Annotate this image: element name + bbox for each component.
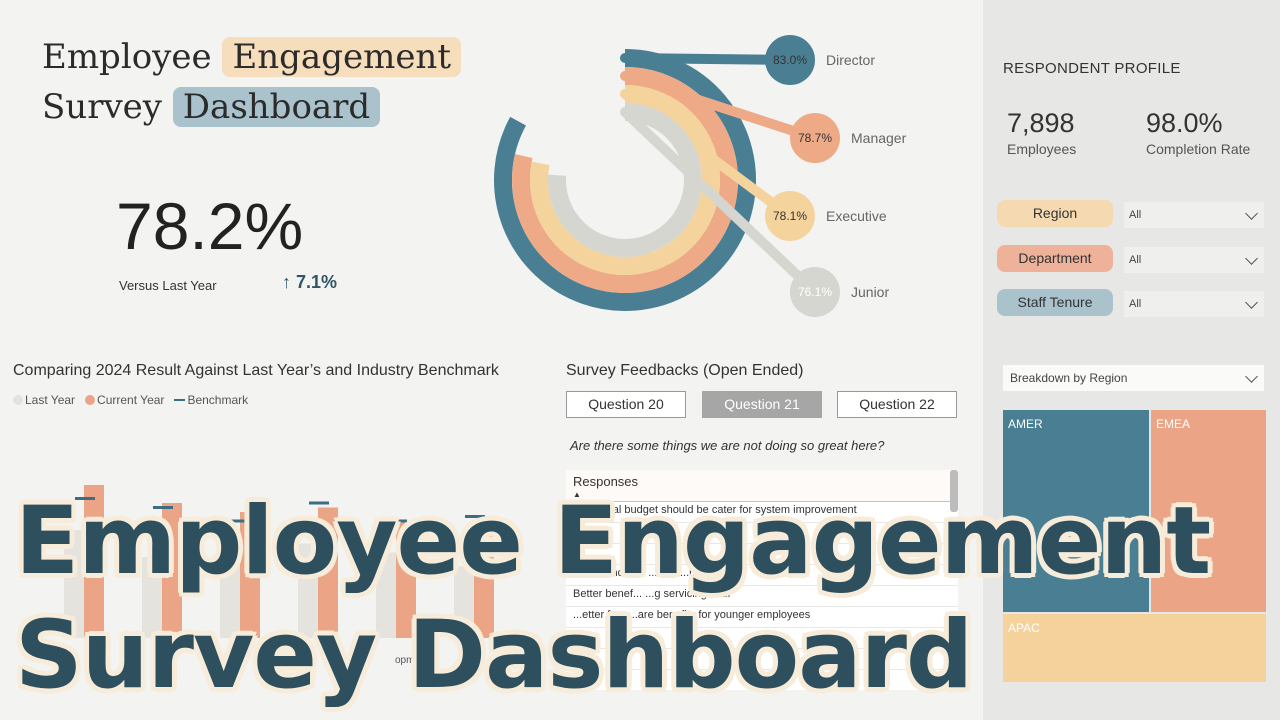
dashboard-title: Employee Engagement Survey Dashboard bbox=[42, 32, 461, 132]
legend-last-year: Last Year bbox=[13, 393, 75, 407]
radial-value-bubble bbox=[790, 113, 840, 163]
feedback-title: Survey Feedbacks (Open Ended) bbox=[566, 362, 804, 379]
radial-connector bbox=[620, 107, 820, 297]
kpi-delta: ↑ 7.1% bbox=[282, 272, 338, 292]
radial-category-label: Executive bbox=[826, 208, 887, 224]
radial-value-bubble bbox=[790, 267, 840, 317]
question-text: Are there some things we are not doing s… bbox=[570, 438, 885, 453]
responses-table[interactable]: Responses ▲ Additional budget should be c… bbox=[566, 470, 958, 690]
bar-current-year bbox=[396, 521, 416, 638]
title-word-survey: Survey bbox=[42, 87, 162, 127]
radial-category-label: Junior bbox=[851, 284, 889, 300]
radial-value-bubble bbox=[765, 35, 815, 85]
chart-title: Comparing 2024 Result Against Last Year’… bbox=[13, 362, 499, 379]
region-select[interactable]: All bbox=[1124, 202, 1264, 228]
treemap-emea[interactable]: EMEA bbox=[1151, 410, 1266, 612]
breakdown-select[interactable]: Breakdown by Region bbox=[1003, 365, 1264, 391]
radial-category-label: Manager bbox=[851, 130, 907, 146]
bar-current-year bbox=[474, 530, 494, 638]
radial-value-bubble bbox=[765, 191, 815, 241]
radial-category-label: Director bbox=[826, 52, 875, 68]
chevron-down-icon bbox=[1245, 207, 1258, 220]
table-row: ...etter fa... ...are benefits for young… bbox=[566, 607, 958, 628]
table-row: ... bbox=[566, 523, 958, 544]
radial-value-label: 83.0% bbox=[773, 53, 807, 67]
question-22-button[interactable]: Question 22 bbox=[837, 391, 957, 418]
radial-bar-chart: 83.0% Director 78.7% Manager 78.1% Executive 7… bbox=[494, 35, 907, 317]
bar-current-year bbox=[162, 503, 182, 638]
title-word-employee: Employee bbox=[42, 37, 212, 77]
treemap-apac[interactable]: APAC bbox=[1003, 614, 1266, 682]
employees-stat: 7,898 Employees bbox=[1007, 108, 1077, 157]
bar-current-year bbox=[84, 485, 104, 638]
respondent-profile-panel: RESPONDENT PROFILE 7,898 Employees 98.0%… bbox=[983, 0, 1280, 720]
radial-connector bbox=[620, 71, 820, 143]
radial-connector bbox=[620, 53, 795, 65]
chevron-down-icon bbox=[1245, 370, 1258, 383]
region-treemap: AMER EMEA APAC bbox=[1003, 410, 1266, 682]
kpi-label: Versus Last Year bbox=[119, 278, 217, 293]
radial-arc bbox=[494, 49, 756, 311]
title-word-engagement: Engagement bbox=[222, 37, 461, 77]
bar-last-year bbox=[298, 543, 318, 638]
department-filter-button[interactable]: Department bbox=[997, 245, 1113, 272]
table-row: Better benef... ...g servicing staff bbox=[566, 586, 958, 607]
question-21-button[interactable]: Question 21 bbox=[702, 391, 822, 418]
radial-arc bbox=[548, 103, 702, 257]
radial-value-label: 78.7% bbox=[798, 131, 832, 145]
radial-arc bbox=[530, 85, 720, 275]
legend-current-year: Current Year bbox=[85, 393, 164, 407]
axis-tick-label: opm bbox=[395, 655, 414, 666]
table-row: ... bbox=[566, 544, 958, 565]
radial-value-label: 76.1% bbox=[798, 285, 832, 299]
chart-legend: Last Year Current Year Benchmark bbox=[13, 393, 248, 407]
axis-tick-label: ent bbox=[338, 669, 352, 680]
chevron-down-icon bbox=[1245, 252, 1258, 265]
radial-value-label: 78.1% bbox=[773, 209, 807, 223]
bar-last-year bbox=[220, 539, 240, 638]
department-select[interactable]: All bbox=[1124, 247, 1264, 273]
bar-current-year bbox=[240, 512, 260, 638]
completion-stat: 98.0% Completion Rate bbox=[1146, 108, 1251, 157]
bar-last-year bbox=[376, 552, 396, 638]
profile-title: RESPONDENT PROFILE bbox=[1003, 60, 1181, 77]
region-filter-button[interactable]: Region bbox=[997, 200, 1113, 227]
chevron-down-icon bbox=[1245, 296, 1258, 309]
treemap-amer[interactable]: AMER bbox=[1003, 410, 1149, 612]
axis-tick-label: e bbox=[338, 655, 344, 666]
table-row: ... bbox=[566, 649, 958, 670]
bar-last-year bbox=[64, 530, 84, 638]
comparison-bar-chart: e opm ent bbox=[64, 485, 494, 680]
staff-tenure-select[interactable]: All bbox=[1124, 291, 1264, 317]
table-row: ... bbox=[566, 628, 958, 649]
bar-last-year bbox=[142, 557, 162, 638]
radial-arc bbox=[512, 67, 738, 293]
table-scrollbar[interactable] bbox=[950, 470, 958, 512]
title-word-dashboard: Dashboard bbox=[172, 87, 381, 127]
responses-header[interactable]: Responses ▲ bbox=[566, 470, 958, 502]
bar-last-year bbox=[454, 566, 474, 638]
table-row: Additional budget should be cater for sy… bbox=[566, 502, 958, 523]
kpi-value: 78.2% bbox=[116, 189, 304, 263]
legend-benchmark: Benchmark bbox=[174, 393, 248, 407]
question-20-button[interactable]: Question 20 bbox=[566, 391, 686, 418]
bar-current-year bbox=[318, 507, 338, 638]
staff-tenure-filter-button[interactable]: Staff Tenure bbox=[997, 289, 1113, 316]
table-row: Better and m... ...itive ...pensat... bbox=[566, 565, 958, 586]
